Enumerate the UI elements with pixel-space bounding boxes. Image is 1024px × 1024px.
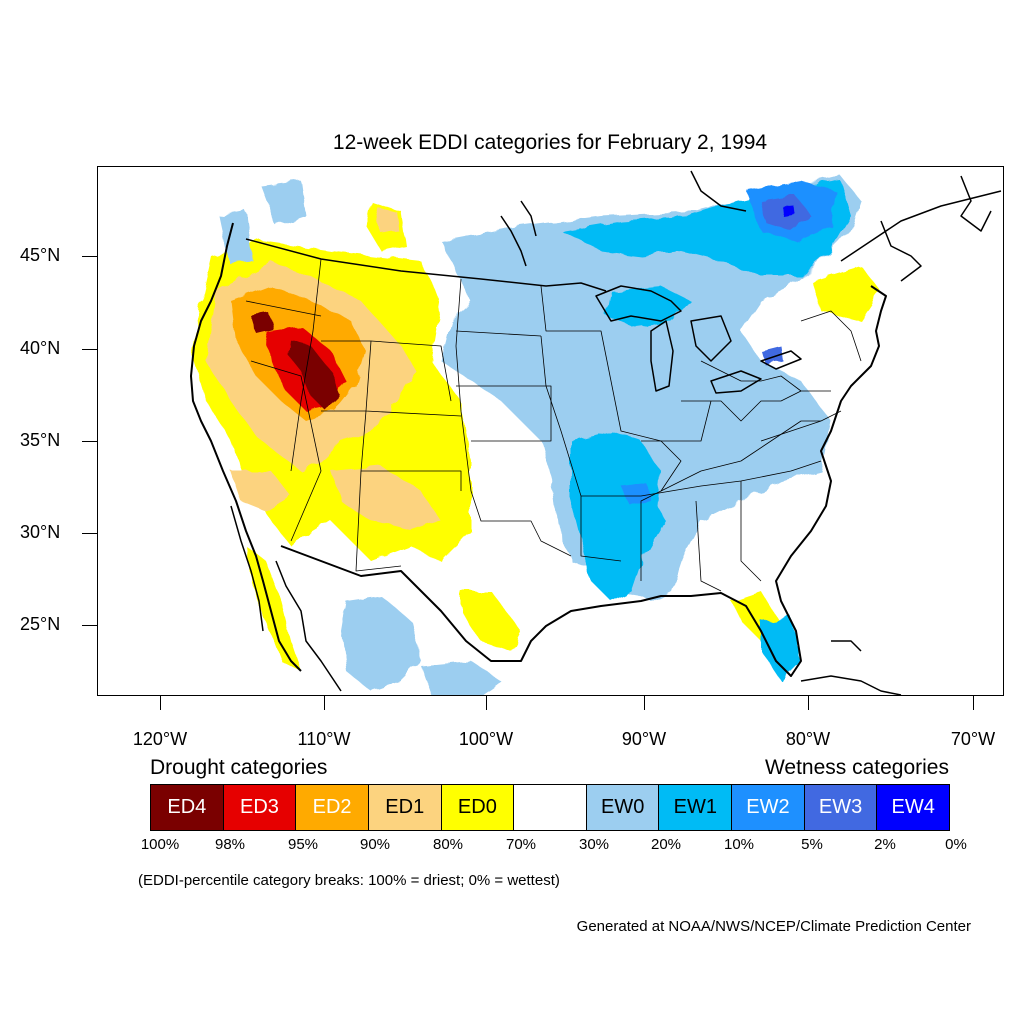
break-label: 100% [140, 836, 180, 853]
lon-label-70: 70°W [950, 729, 996, 749]
break-label: 0% [945, 836, 967, 853]
lat-tick [82, 349, 97, 350]
lon-tick [973, 696, 974, 710]
drought-categories-heading: Drought categories [150, 756, 328, 779]
lon-label-80: 80°W [785, 729, 831, 749]
lon-tick [160, 696, 161, 710]
legend-cell-ed2: ED2 [296, 785, 369, 830]
lat-tick [82, 441, 97, 442]
eddi-map [97, 166, 1004, 696]
map-title: 12-week EDDI categories for February 2, … [332, 131, 768, 154]
lat-tick [82, 625, 97, 626]
category-shading [191, 176, 881, 695]
break-label: 70% [505, 836, 537, 853]
lon-tick [644, 696, 645, 710]
legend-cell-ew0: EW0 [586, 785, 660, 830]
lat-tick [82, 256, 97, 257]
lon-label-100: 100°W [458, 729, 514, 749]
lat-tick [82, 533, 97, 534]
break-label: 98% [214, 836, 246, 853]
legend-cell-ed3: ED3 [223, 785, 297, 830]
lat-label-40: 40°N [20, 338, 61, 358]
lon-label-110: 110°W [297, 729, 351, 749]
lon-tick [486, 696, 487, 710]
break-label: 90% [359, 836, 391, 853]
lat-label-35: 35°N [20, 430, 61, 450]
legend-cell-ed4: ED4 [151, 785, 224, 830]
break-label: 2% [874, 836, 896, 853]
lon-tick [324, 696, 325, 710]
break-label: 30% [578, 836, 610, 853]
lat-label-25: 25°N [20, 614, 61, 634]
lat-label-30: 30°N [20, 522, 61, 542]
legend-cell-ew1: EW1 [659, 785, 733, 830]
break-label: 5% [801, 836, 823, 853]
credit-line: Generated at NOAA/NWS/NCEP/Climate Predi… [576, 918, 971, 935]
break-label: 95% [287, 836, 319, 853]
boundaries [190, 170, 1002, 695]
legend-cell-ed1: ED1 [368, 785, 442, 830]
break-label: 80% [432, 836, 464, 853]
lat-label-45: 45°N [20, 245, 61, 265]
category-legend-bar: ED4 ED3 ED2 ED1 ED0 EW0 EW1 EW2 EW3 EW4 [150, 784, 950, 831]
legend-cell-ew3: EW3 [804, 785, 878, 830]
legend-cell-ed0: ED0 [441, 785, 515, 830]
lon-label-120: 120°W [132, 729, 188, 749]
break-label: 10% [723, 836, 755, 853]
lon-label-90: 90°W [621, 729, 667, 749]
map-drawing [190, 170, 1002, 695]
legend-cell-normal [514, 785, 587, 830]
legend-cell-ew4: EW4 [877, 785, 950, 830]
wetness-categories-heading: Wetness categories [764, 756, 949, 779]
lon-tick [808, 696, 809, 710]
legend-cell-ew2: EW2 [732, 785, 805, 830]
break-label: 20% [650, 836, 682, 853]
category-breaks-note: (EDDI-percentile category breaks: 100% =… [138, 872, 560, 889]
